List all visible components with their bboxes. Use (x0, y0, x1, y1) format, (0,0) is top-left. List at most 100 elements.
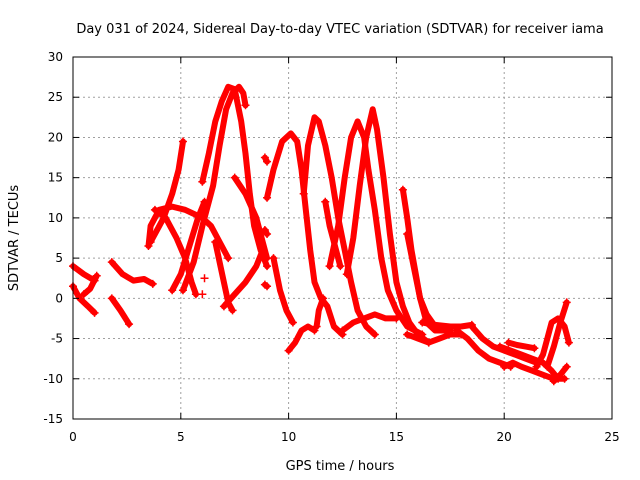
plus-marker (146, 238, 155, 247)
plus-marker (107, 258, 116, 267)
y-axis-label: SDTVAR / TECUs (7, 185, 22, 292)
plus-marker (398, 185, 407, 194)
plus-marker (336, 262, 345, 271)
series-arc-38 (550, 363, 570, 385)
series-arc-4 (108, 295, 133, 328)
series-arc-14 (231, 174, 270, 262)
plus-marker (452, 326, 461, 335)
plus-marker (299, 189, 308, 198)
y-tick-label: -15 (43, 412, 63, 426)
x-tick-label: 20 (497, 430, 512, 444)
series-arc-3 (80, 272, 100, 298)
plus-marker (342, 270, 351, 279)
y-tick-label: 5 (55, 251, 63, 265)
plus-marker (288, 318, 297, 327)
plot-frame (72, 56, 613, 420)
plus-marker (532, 362, 541, 371)
plus-marker (200, 274, 209, 283)
series-arc-28 (404, 231, 454, 334)
plus-marker (178, 137, 187, 146)
x-tick-label: 10 (281, 430, 296, 444)
y-tick-label: -5 (51, 332, 63, 346)
plus-marker (392, 314, 401, 323)
plus-marker (178, 286, 187, 295)
x-tick-label: 25 (604, 430, 619, 444)
y-tick-label: 10 (48, 211, 63, 225)
plus-marker (79, 290, 88, 299)
series-arc-31 (453, 327, 514, 370)
plus-marker (543, 362, 552, 371)
series-arc-19 (270, 255, 296, 326)
plus-marker (319, 294, 328, 303)
plus-marker (312, 322, 321, 331)
plus-marker (325, 262, 334, 271)
series-arc-21 (300, 114, 378, 338)
plus-marker (260, 225, 269, 234)
series-arc-25 (343, 106, 432, 346)
x-axis-label: GPS time / hours (286, 459, 395, 474)
series-arc-24 (326, 118, 426, 338)
series-arc-18 (264, 130, 346, 338)
plus-marker (562, 362, 571, 371)
plus-marker (224, 254, 233, 263)
plus-marker (403, 330, 412, 339)
series-arc-12 (212, 239, 236, 314)
plus-marker (198, 177, 207, 186)
series-arc-1 (70, 263, 98, 284)
plus-marker (500, 362, 509, 371)
plus-marker (370, 330, 379, 339)
plus-marker (211, 238, 220, 247)
plus-marker (530, 344, 539, 353)
series-arc-26 (339, 311, 400, 334)
y-tick-label: 20 (48, 130, 63, 144)
plus-marker (168, 286, 177, 295)
x-tick-label: 0 (69, 430, 77, 444)
series-arc-7 (147, 138, 186, 245)
plus-marker (504, 338, 513, 347)
series-arc-8 (151, 206, 199, 298)
plus-marker (467, 322, 476, 331)
axis-ticks: 0 5 10 15 20 25 -15 -10 -5 0 5 10 15 20 25 30 (43, 50, 619, 444)
data-series (69, 83, 573, 386)
plus-marker (228, 306, 237, 315)
y-tick-label: -10 (43, 372, 63, 386)
series-arc-34 (496, 343, 562, 382)
plus-marker (260, 153, 269, 162)
plus-marker (198, 290, 207, 299)
grid-lines (73, 57, 612, 419)
series-arc-37 (544, 299, 570, 370)
plus-marker (230, 173, 239, 182)
plus-marker (263, 193, 272, 202)
series-arc-2 (70, 283, 98, 316)
x-tick-label: 5 (177, 430, 185, 444)
plus-marker (562, 298, 571, 307)
plus-marker (495, 342, 504, 351)
series-arc-23 (322, 198, 344, 270)
y-tick-label: 15 (48, 171, 63, 185)
plus-marker (269, 254, 278, 263)
series-arc-6 (145, 203, 232, 262)
series-arc-5 (108, 259, 156, 287)
plus-marker (263, 282, 272, 291)
plus-marker (418, 318, 427, 327)
chart-title: Day 031 of 2024, Sidereal Day-to-day VTE… (76, 22, 603, 37)
plus-marker (219, 302, 228, 311)
plus-marker (148, 279, 157, 288)
plus-marker (263, 262, 272, 271)
series-arc-29 (404, 331, 465, 346)
plus-marker (321, 197, 330, 206)
series-arc-35 (505, 339, 538, 352)
series-arc-9 (169, 198, 208, 294)
series-arc-11 (199, 83, 270, 270)
series-arc-30 (419, 319, 475, 330)
plus-marker (284, 346, 293, 355)
plus-marker (564, 338, 573, 347)
series-arc-13 (220, 247, 266, 310)
x-tick-label: 15 (389, 430, 404, 444)
plus-marker (92, 271, 101, 280)
plus-marker (125, 320, 134, 329)
series-arc-20 (285, 323, 318, 354)
plus-marker (338, 326, 347, 335)
plus-marker (241, 101, 250, 110)
series-arc-22 (313, 295, 327, 330)
